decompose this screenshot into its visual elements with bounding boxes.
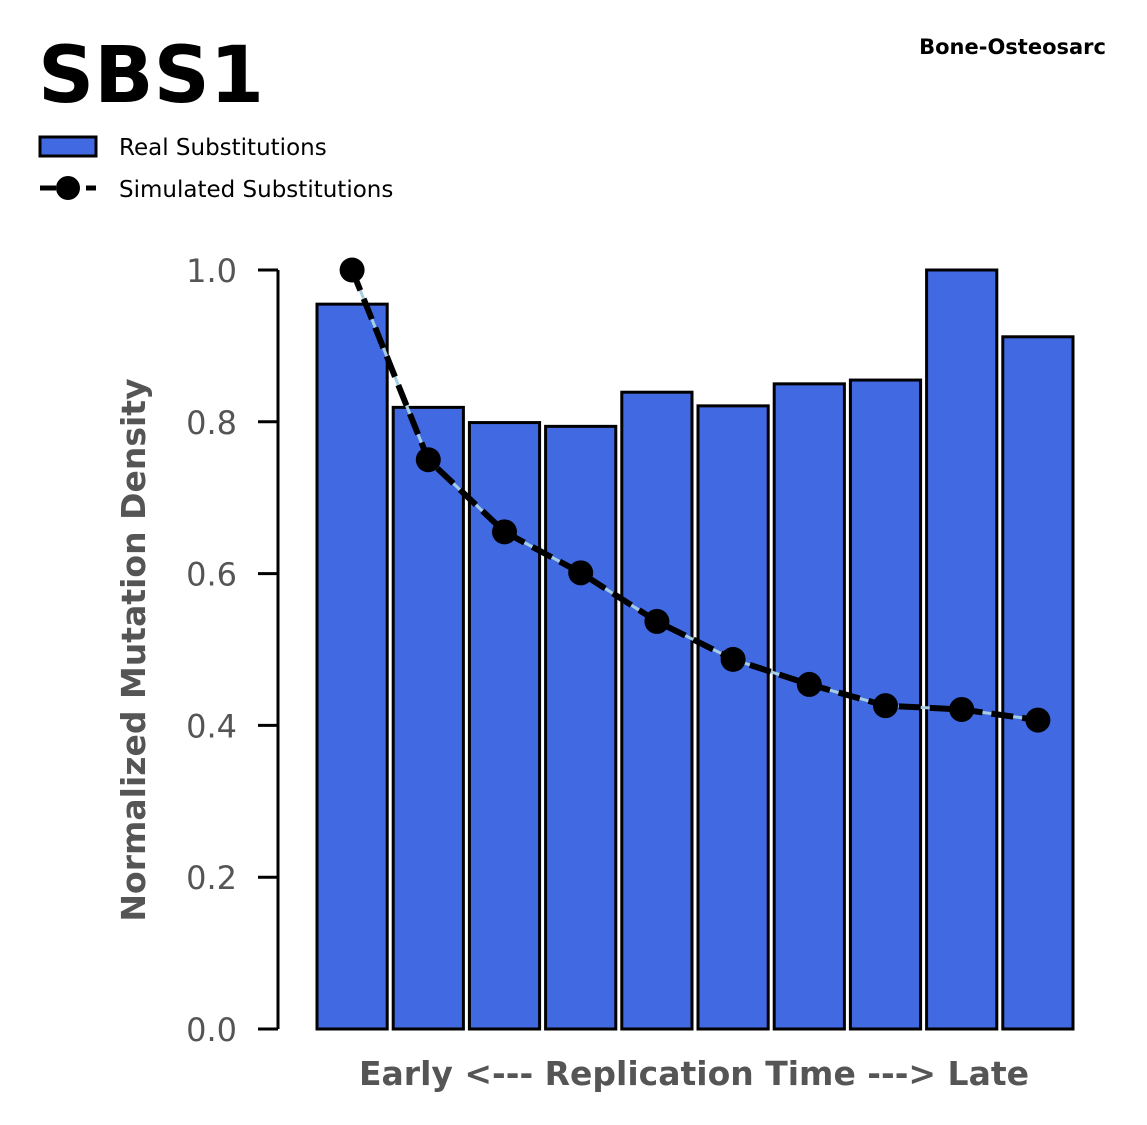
y-ticks: 0.0 0.2 0.4 0.6 0.8 1.0 bbox=[186, 252, 278, 1049]
simulated-line-group bbox=[339, 257, 1051, 733]
y-tick-label: 0.4 bbox=[186, 707, 237, 745]
simulated-point-5 bbox=[644, 608, 670, 634]
simulated-point-3 bbox=[492, 519, 517, 545]
bar-9 bbox=[925, 268, 999, 1031]
y-axis: 0.0 0.2 0.4 0.6 0.8 1.0 bbox=[186, 252, 280, 1049]
y-tick-label: 0.6 bbox=[186, 556, 237, 594]
simulated-point-10 bbox=[1025, 707, 1051, 733]
x-axis-label: Early <--- Replication Time ---> Late bbox=[359, 1054, 1029, 1093]
chart-title: SBS1 bbox=[38, 31, 264, 121]
legend-bar-swatch bbox=[38, 135, 98, 158]
bar-2 bbox=[391, 405, 465, 1031]
bar-3 bbox=[467, 421, 542, 1031]
bar-5 bbox=[620, 390, 694, 1031]
bar-1 bbox=[315, 302, 389, 1031]
simulated-line bbox=[349, 268, 1039, 724]
y-tick-label: 0.8 bbox=[186, 404, 237, 442]
simulated-point-8 bbox=[873, 693, 898, 719]
chart-subtitle: Bone-Osteosarc bbox=[919, 35, 1106, 59]
y-tick-label: 1.0 bbox=[186, 252, 237, 290]
simulated-point-9 bbox=[949, 696, 975, 722]
simulated-point-7 bbox=[796, 671, 822, 697]
legend: Real Substitutions Simulated Substitutio… bbox=[38, 135, 393, 203]
simulated-point-4 bbox=[568, 560, 594, 586]
bar-4 bbox=[544, 424, 618, 1031]
simulated-point-6 bbox=[720, 646, 746, 672]
simulated-point-1 bbox=[339, 257, 365, 283]
simulated-point-2 bbox=[415, 447, 441, 473]
y-tick-label: 0.0 bbox=[186, 1011, 237, 1049]
bar-6 bbox=[696, 404, 770, 1031]
y-tick-label: 0.2 bbox=[186, 859, 237, 897]
legend-label-simulated: Simulated Substitutions bbox=[119, 177, 393, 203]
bar-10 bbox=[1001, 335, 1075, 1031]
bars-group bbox=[315, 268, 1075, 1031]
legend-marker-swatch bbox=[56, 176, 80, 200]
y-axis-label: Normalized Mutation Density bbox=[114, 378, 153, 921]
bar-7 bbox=[772, 382, 846, 1031]
legend-label-real: Real Substitutions bbox=[119, 135, 327, 161]
